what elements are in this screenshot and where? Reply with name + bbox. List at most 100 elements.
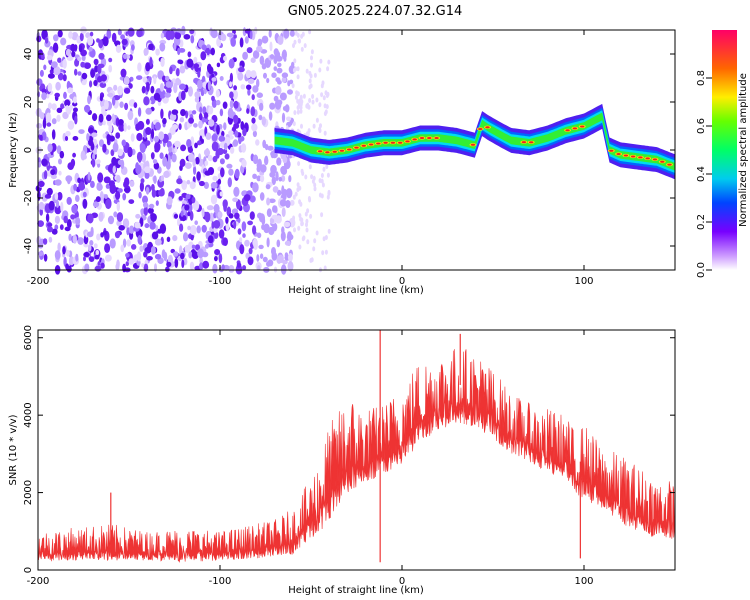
noise-cell	[98, 211, 104, 222]
noise-cell	[165, 75, 170, 82]
noise-cell	[36, 35, 42, 43]
noise-cell	[284, 252, 289, 258]
noise-cell	[285, 200, 291, 208]
noise-cell	[155, 225, 159, 231]
noise-cell	[90, 69, 95, 78]
noise-cell	[55, 81, 61, 91]
noise-cell	[122, 193, 127, 201]
noise-cell	[39, 134, 43, 141]
noise-cell	[91, 132, 98, 138]
x-tick-label: -200	[27, 576, 50, 587]
ridge-peak	[434, 137, 439, 139]
noise-cell	[288, 175, 292, 183]
noise-cell	[137, 120, 145, 130]
noise-cell	[269, 54, 275, 60]
noise-cell	[261, 116, 266, 126]
noise-cell	[87, 213, 94, 224]
noise-cell	[258, 244, 264, 250]
noise-cell	[296, 182, 300, 188]
noise-cell	[154, 263, 157, 272]
noise-cell	[94, 265, 102, 272]
noise-cell	[312, 123, 316, 129]
noise-cell	[153, 162, 160, 170]
noise-cell	[65, 130, 71, 137]
noise-cell	[99, 95, 103, 102]
noise-cell	[47, 73, 55, 79]
noise-cell	[233, 122, 240, 129]
noise-cell	[145, 107, 152, 115]
noise-cell	[177, 79, 182, 86]
snr-spikes	[110, 330, 581, 563]
noise-cell	[251, 94, 255, 101]
noise-cell	[162, 75, 166, 82]
noise-cell	[77, 177, 81, 184]
noise-cell	[323, 265, 327, 271]
noise-cell	[237, 228, 242, 235]
noise-cell	[310, 62, 313, 68]
noise-cell	[68, 256, 75, 266]
noise-cell	[73, 183, 77, 191]
noise-cell	[77, 56, 82, 62]
noise-cell	[327, 189, 331, 195]
noise-cell	[63, 215, 68, 224]
noise-cell	[68, 233, 72, 241]
y-tick-label: 20	[23, 96, 34, 109]
noise-cell	[228, 130, 234, 136]
noise-cell	[154, 253, 162, 260]
noise-cell	[210, 181, 218, 189]
noise-cell	[137, 153, 142, 163]
noise-cell	[54, 224, 59, 230]
ridge-peak	[317, 150, 323, 153]
noise-cell	[186, 139, 192, 148]
noise-cell	[73, 107, 78, 113]
y-tick-label: -20	[23, 190, 34, 206]
noise-cell	[242, 265, 247, 271]
noise-cell	[299, 105, 303, 111]
noise-cell	[46, 122, 52, 127]
noise-cell	[297, 225, 301, 231]
noise-cell	[54, 215, 61, 224]
noise-cell	[310, 55, 313, 61]
noise-cell	[306, 208, 310, 214]
noise-cell	[211, 95, 215, 102]
noise-cell	[179, 83, 186, 90]
spectrogram-y-axis: -40 -20 0 20 40	[23, 48, 675, 254]
noise-cell	[210, 194, 218, 205]
noise-cell	[92, 153, 96, 161]
noise-cell	[163, 251, 168, 262]
noise-cell	[246, 108, 250, 114]
noise-cell	[198, 112, 203, 121]
noise-cell	[188, 251, 193, 259]
noise-cell	[273, 48, 279, 56]
noise-cell	[198, 120, 203, 129]
noise-cell	[219, 76, 224, 81]
noise-cell	[97, 64, 102, 75]
noise-cell	[244, 239, 250, 247]
noise-cell	[116, 201, 121, 212]
noise-cell	[110, 149, 115, 157]
noise-cell	[272, 186, 279, 193]
noise-cell	[251, 117, 256, 124]
noise-cell	[259, 55, 265, 65]
noise-cell	[115, 132, 121, 139]
noise-cell	[286, 116, 292, 122]
noise-cell	[325, 164, 329, 170]
noise-cell	[146, 81, 150, 92]
noise-cell	[116, 212, 124, 222]
snr-frame	[37, 329, 676, 571]
noise-cell	[192, 200, 200, 211]
noise-cell	[126, 239, 131, 247]
noise-cell	[145, 127, 152, 135]
ridge-peak	[667, 163, 672, 166]
noise-cell	[297, 38, 301, 44]
noise-cell	[262, 139, 267, 149]
noise-cell	[196, 171, 201, 181]
noise-cell	[108, 180, 115, 187]
noise-cell	[229, 146, 235, 154]
colorbar-tick-label: 0.2	[696, 214, 707, 230]
noise-cell	[171, 153, 177, 163]
noise-cell	[168, 146, 173, 153]
noise-cell	[180, 210, 184, 217]
noise-cell	[187, 147, 194, 153]
noise-cell	[48, 200, 55, 211]
